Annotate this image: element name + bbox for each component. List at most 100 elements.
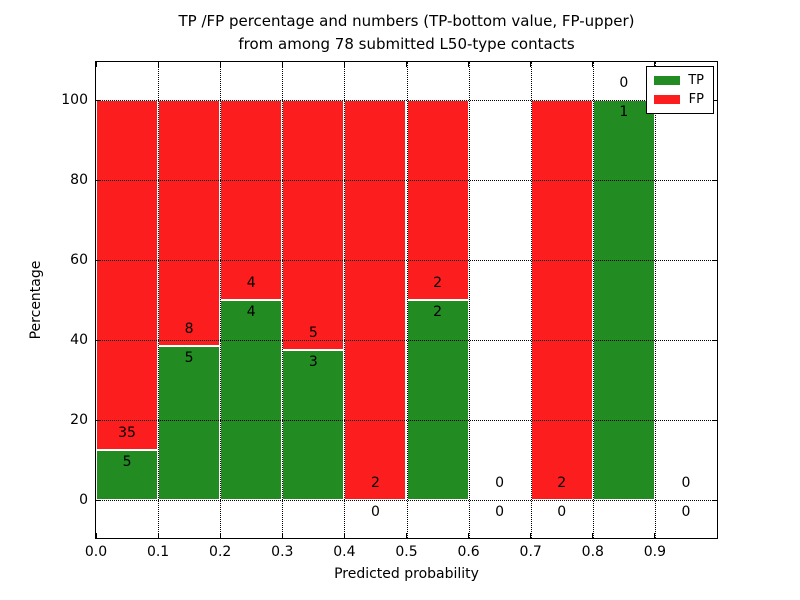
x-tick-mark-top [281,62,283,67]
x-tick-mark [654,533,656,538]
bar-count-label-fp: 2 [557,475,567,491]
y-tick-label: 20 [70,412,88,428]
x-tick-label: 0.4 [333,544,356,560]
y-axis-label: Percentage [28,260,44,340]
bar-segment-tp [158,346,221,500]
gridline-vertical [220,62,222,538]
bar-count-label-tp: 2 [433,304,443,320]
bar-count-label-fp: 2 [370,475,380,491]
chart-title: TP /FP percentage and numbers (TP-bottom… [95,10,718,56]
legend-entry-fp: FP [647,90,713,109]
y-tick-mark [96,259,101,261]
bar-segment-tp [282,350,345,500]
y-tick-label: 100 [61,92,88,108]
y-tick-mark [96,179,101,181]
bar-count-label-fp: 5 [308,325,318,341]
bar-count-label-fp: 4 [246,275,256,291]
x-tick-mark-top [468,62,470,67]
bar-count-label-tp: 3 [308,354,318,370]
gridline-vertical [158,62,160,538]
gridline-vertical [468,62,470,538]
x-tick-mark-top [406,62,407,67]
bar-count-label-fp: 0 [495,475,505,491]
bar-segment-fp [158,100,221,347]
y-tick-mark [96,499,101,501]
bar-segment-fp [406,100,469,300]
bar-segment-tp [592,100,655,500]
gridline-vertical [406,62,408,538]
y-tick-label: 80 [70,172,88,188]
x-tick-label: 0.1 [146,544,170,560]
x-tick-label: 0.6 [457,544,480,560]
x-tick-mark-top [157,62,159,67]
gridline-vertical [530,62,532,538]
legend-label-tp: TP [688,72,704,88]
legend-label-fp: FP [688,91,704,107]
x-tick-mark [281,533,283,538]
bar-segment-fp [220,100,283,300]
y-tick-mark-right [712,499,717,501]
bar-count-label-tp: 0 [495,504,505,520]
x-tick-mark [343,533,345,538]
bar-segment-fp [530,100,593,500]
bar-count-label-tp: 0 [681,504,691,520]
x-tick-label: 0.5 [395,544,418,560]
y-tick-mark [96,339,101,341]
bar-count-label-fp: 2 [433,275,443,291]
bar-segment-fp [344,100,407,500]
legend-swatch-tp [654,76,680,85]
x-axis-label: Predicted probability [334,566,479,582]
x-tick-label: 0.8 [581,544,604,560]
y-tick-mark-right [712,259,717,261]
x-tick-mark-top [343,62,345,67]
x-tick-label: 0.3 [271,544,294,560]
bar-count-label-fp: 35 [118,425,136,441]
x-tick-mark [95,533,97,538]
x-tick-mark [530,533,532,538]
bar-count-label-fp: 0 [681,475,691,491]
bar-count-label-tp: 0 [557,504,567,520]
chart-title-line2: from among 78 submitted L50-type contact… [238,35,575,53]
x-tick-mark-top [592,62,594,67]
bar-segment-fp [282,100,345,350]
bar-count-label-tp: 4 [246,304,256,320]
x-tick-mark-top [95,62,97,67]
bar-segment-fp [96,100,159,450]
bar-count-label-tp: 5 [122,454,132,470]
x-tick-label: 0.0 [84,544,108,560]
x-tick-mark-top [530,62,532,67]
y-tick-mark-right [712,99,717,101]
y-tick-mark [96,99,101,101]
x-tick-mark [468,533,470,538]
x-tick-label: 0.7 [519,544,542,560]
y-tick-mark-right [712,179,717,181]
legend: TP FP [646,66,714,114]
bar-count-label-fp: 8 [184,321,194,338]
x-tick-label: 0.9 [643,544,667,560]
gridline-vertical [592,62,594,538]
bar-segment-tp [220,300,283,500]
y-tick-mark-right [712,419,717,421]
x-tick-mark [219,533,221,538]
x-tick-mark-top [219,62,221,67]
y-tick-mark [96,419,101,421]
bar-count-label-tp: 1 [619,104,629,120]
gridline-vertical [282,62,284,538]
gridline-vertical [654,62,656,538]
bar-count-label-tp: 5 [184,350,194,367]
y-tick-label: 60 [70,252,88,268]
bar-segment-tp [406,300,469,500]
bar-count-label-tp: 0 [370,504,380,520]
x-tick-mark [592,533,594,538]
bar-segment-tp [96,450,159,500]
x-tick-mark [406,533,407,538]
gridline-vertical [344,62,346,538]
y-tick-label: 0 [79,492,88,508]
legend-entry-tp: TP [647,71,713,90]
plot-area: TP FP 0 20 40 60 80 100 0.0 0.1 0.2 0.3 0.4 0.5 0.6 0.… [61,61,718,560]
legend-swatch-fp [654,95,680,104]
x-tick-mark [157,533,159,538]
y-tick-label: 40 [70,332,88,348]
x-tick-mark-top [654,62,656,67]
